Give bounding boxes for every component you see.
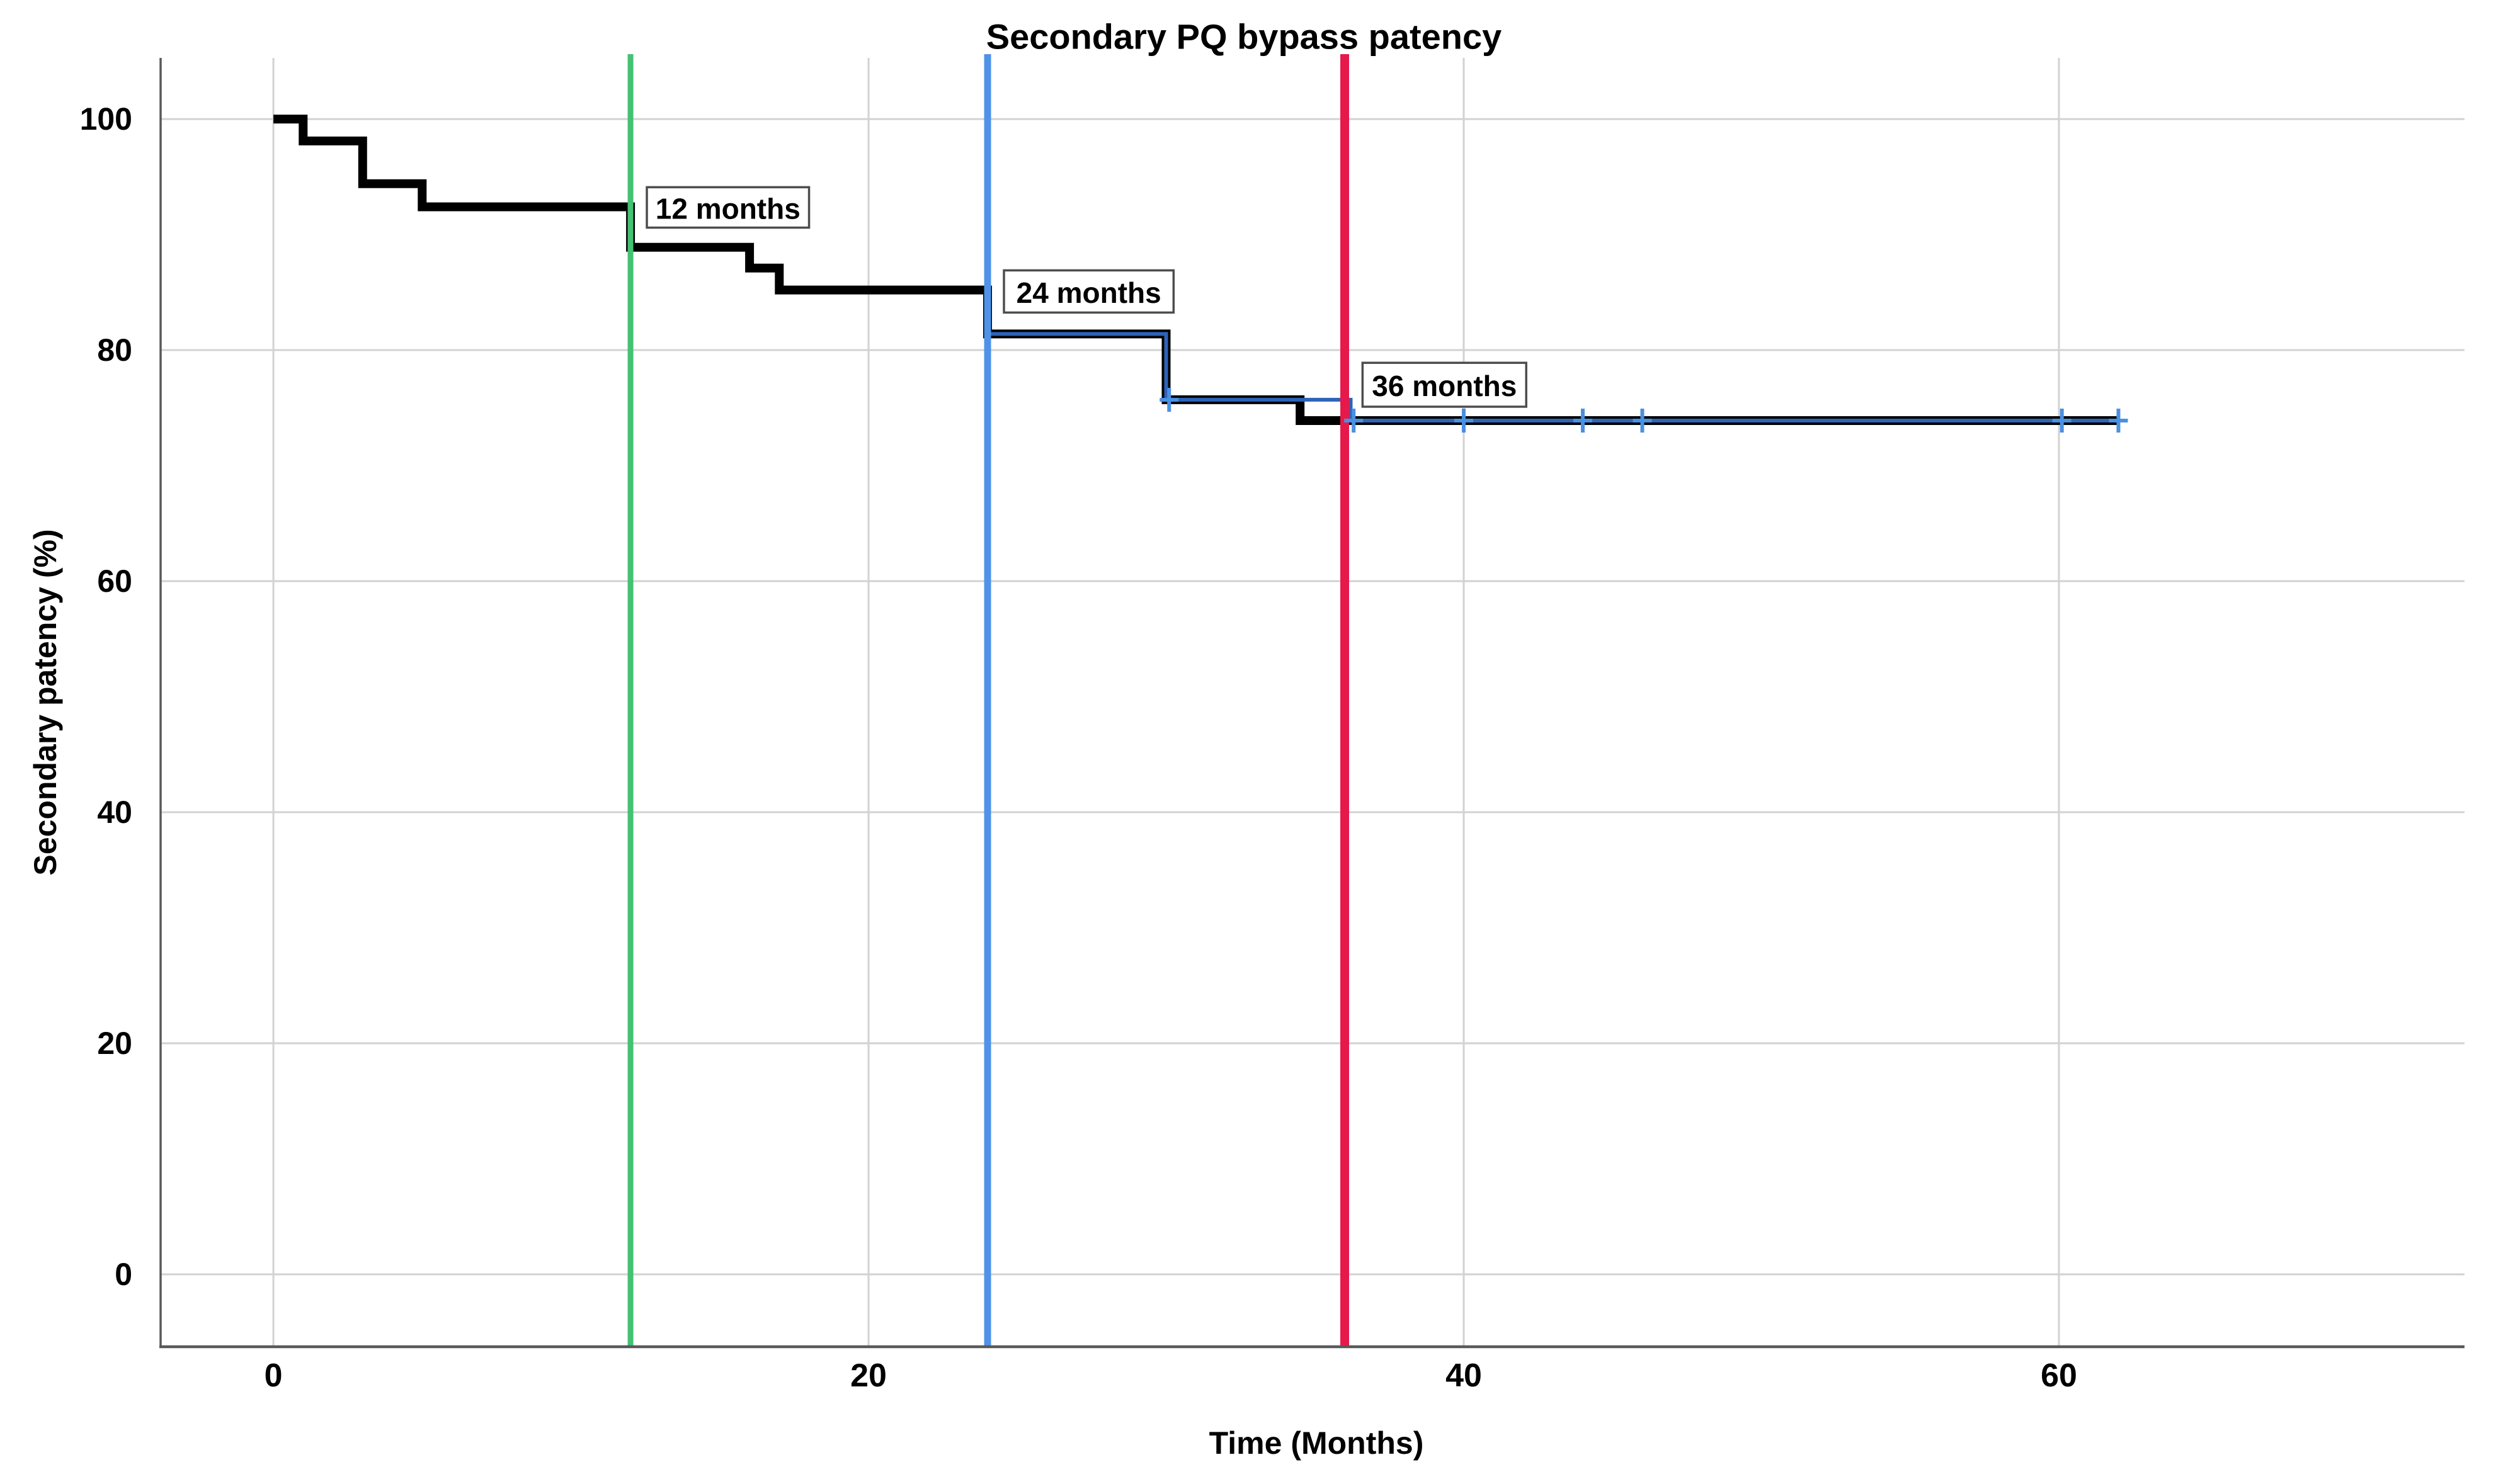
x-axis-label: Time (Months) xyxy=(1209,1425,1424,1461)
y-tick-label: 0 xyxy=(115,1257,132,1292)
annotation-label: 36 months xyxy=(1372,370,1517,402)
x-tick-label: 0 xyxy=(265,1357,283,1394)
y-tick-label: 80 xyxy=(97,332,132,368)
survival-curves-layer xyxy=(273,115,2119,425)
overlay-estimate-blue xyxy=(988,332,2119,422)
annotation-box xyxy=(646,186,811,229)
x-tick-label: 20 xyxy=(850,1357,887,1394)
chart-title: Secondary PQ bypass patency xyxy=(986,17,1502,57)
annotation-box xyxy=(1361,361,1527,408)
x-tick-label: 40 xyxy=(1445,1357,1482,1394)
x-tick-label: 60 xyxy=(2041,1357,2077,1394)
y-tick-label: 60 xyxy=(97,564,132,599)
annotation-label: 24 months xyxy=(1017,276,1161,309)
y-tick-label: 20 xyxy=(97,1026,132,1061)
annotation-label: 12 months xyxy=(656,192,801,225)
axes-layer xyxy=(159,58,2465,1349)
annotation-box xyxy=(1003,269,1175,314)
reference-lines-layer xyxy=(627,54,1350,1347)
axis-text-layer: 0 20 40 60 80 100 0 20 40 60 Secondary PQ bypass p… xyxy=(28,17,2077,1461)
y-axis-label: Secondary patency (%) xyxy=(28,529,63,875)
secondary-patency-km-curve xyxy=(273,115,2119,425)
y-tick-label: 100 xyxy=(80,101,132,137)
censor-marks-layer xyxy=(1160,387,2128,433)
annotation-boxes-layer: 12 months 24 months 36 months xyxy=(646,186,1527,408)
y-tick-label: 40 xyxy=(97,795,132,830)
gridlines-layer xyxy=(161,58,2465,1347)
